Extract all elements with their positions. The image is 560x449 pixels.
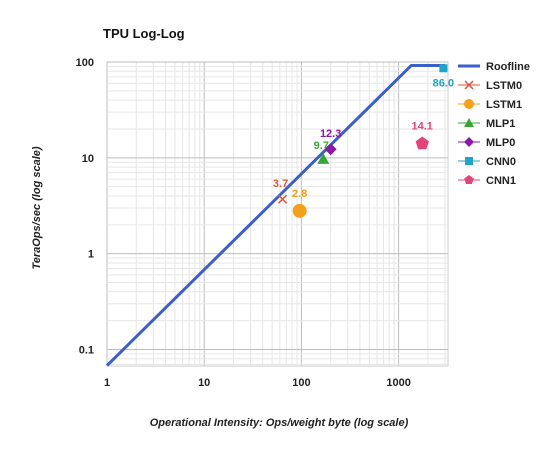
marker-stroke bbox=[278, 194, 288, 204]
legend-marker bbox=[464, 80, 474, 90]
x-tick-label: 10 bbox=[198, 377, 210, 389]
legend-entry-roofline: Roofline bbox=[458, 61, 530, 73]
legend-entry-lstm0: LSTM0 bbox=[458, 80, 522, 92]
legend: Roofline LSTM0 LSTM1 MLP1 MLP0 CNN0 CNN1 bbox=[458, 61, 530, 187]
data-point-lstm1 bbox=[292, 203, 307, 218]
legend-entry-mlp0: MLP0 bbox=[458, 137, 515, 149]
chart-title: TPU Log-Log bbox=[103, 26, 185, 41]
legend-label: CNN0 bbox=[486, 156, 516, 168]
data-point-cnn0 bbox=[439, 64, 448, 73]
data-label-cnn0: 86.0 bbox=[433, 77, 454, 89]
plot-frame bbox=[106, 61, 449, 367]
x-tick-label: 1 bbox=[104, 377, 110, 389]
roofline-layer bbox=[105, 63, 445, 367]
legend-marker bbox=[464, 99, 474, 109]
y-tick-label: 100 bbox=[76, 57, 94, 69]
legend-marker bbox=[465, 157, 473, 165]
legend-entry-mlp1: MLP1 bbox=[458, 118, 515, 130]
x-axis-label: Operational Intensity: Ops/weight byte (… bbox=[150, 417, 409, 429]
data-point-mlp1 bbox=[317, 153, 330, 164]
marker-stroke bbox=[464, 80, 474, 90]
legend-entry-cnn0: CNN0 bbox=[458, 156, 516, 168]
data-label-lstm0: 3.7 bbox=[273, 178, 288, 190]
legend-label: LSTM0 bbox=[486, 80, 522, 92]
y-tick-label: 10 bbox=[82, 153, 94, 165]
legend-marker bbox=[464, 175, 474, 184]
data-point-mlp0 bbox=[324, 143, 337, 156]
y-tick-label: 0.1 bbox=[79, 345, 94, 357]
legend-label: MLP0 bbox=[486, 137, 515, 149]
legend-entry-lstm1: LSTM1 bbox=[458, 99, 522, 111]
legend-entry-cnn1: CNN1 bbox=[458, 175, 516, 187]
grid bbox=[106, 61, 449, 367]
data-point-cnn1 bbox=[415, 136, 429, 150]
data-point-lstm0 bbox=[278, 194, 288, 204]
legend-marker bbox=[464, 118, 474, 127]
data-labels: 3.7 2.8 9.712.3 86.0 14.1 bbox=[273, 77, 454, 200]
tick-labels: 1 10 100 1000 0.1 1 10 100 bbox=[76, 57, 411, 389]
legend-label: CNN1 bbox=[486, 175, 516, 187]
y-tick-label: 1 bbox=[88, 249, 94, 261]
data-label-lstm1: 2.8 bbox=[292, 188, 307, 200]
legend-label: Roofline bbox=[486, 61, 530, 73]
legend-label: MLP1 bbox=[486, 118, 515, 130]
legend-label: LSTM1 bbox=[486, 99, 522, 111]
data-label-cnn1: 14.1 bbox=[412, 121, 433, 133]
x-tick-label: 1000 bbox=[386, 377, 410, 389]
y-axis-label: TeraOps/sec (log scale) bbox=[31, 146, 43, 269]
data-label-mlp1: 9.7 bbox=[314, 140, 329, 152]
roofline-series-line bbox=[105, 63, 445, 367]
data-label-mlp0: 12.3 bbox=[320, 128, 341, 140]
legend-marker bbox=[464, 137, 474, 147]
data-points bbox=[278, 64, 448, 218]
x-tick-label: 100 bbox=[292, 377, 310, 389]
